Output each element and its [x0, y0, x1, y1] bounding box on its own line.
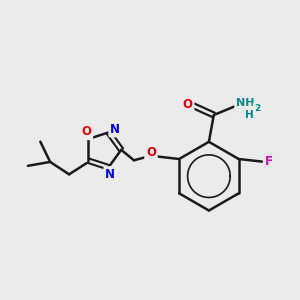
Text: O: O: [146, 146, 156, 159]
Text: O: O: [146, 146, 156, 159]
Text: O: O: [82, 125, 92, 138]
Text: F: F: [265, 155, 273, 168]
Text: N: N: [105, 168, 115, 181]
Text: O: O: [183, 98, 193, 111]
Text: 2: 2: [254, 104, 260, 113]
Text: NH: NH: [236, 98, 254, 108]
Text: F: F: [265, 155, 273, 168]
Text: NH: NH: [236, 98, 254, 108]
Text: N: N: [110, 123, 120, 136]
Text: O: O: [82, 125, 92, 138]
Text: H: H: [245, 110, 254, 120]
Text: N: N: [110, 123, 120, 136]
Text: N: N: [105, 168, 115, 181]
Text: H: H: [245, 110, 254, 120]
Text: 2: 2: [254, 104, 260, 113]
Text: O: O: [183, 98, 193, 111]
